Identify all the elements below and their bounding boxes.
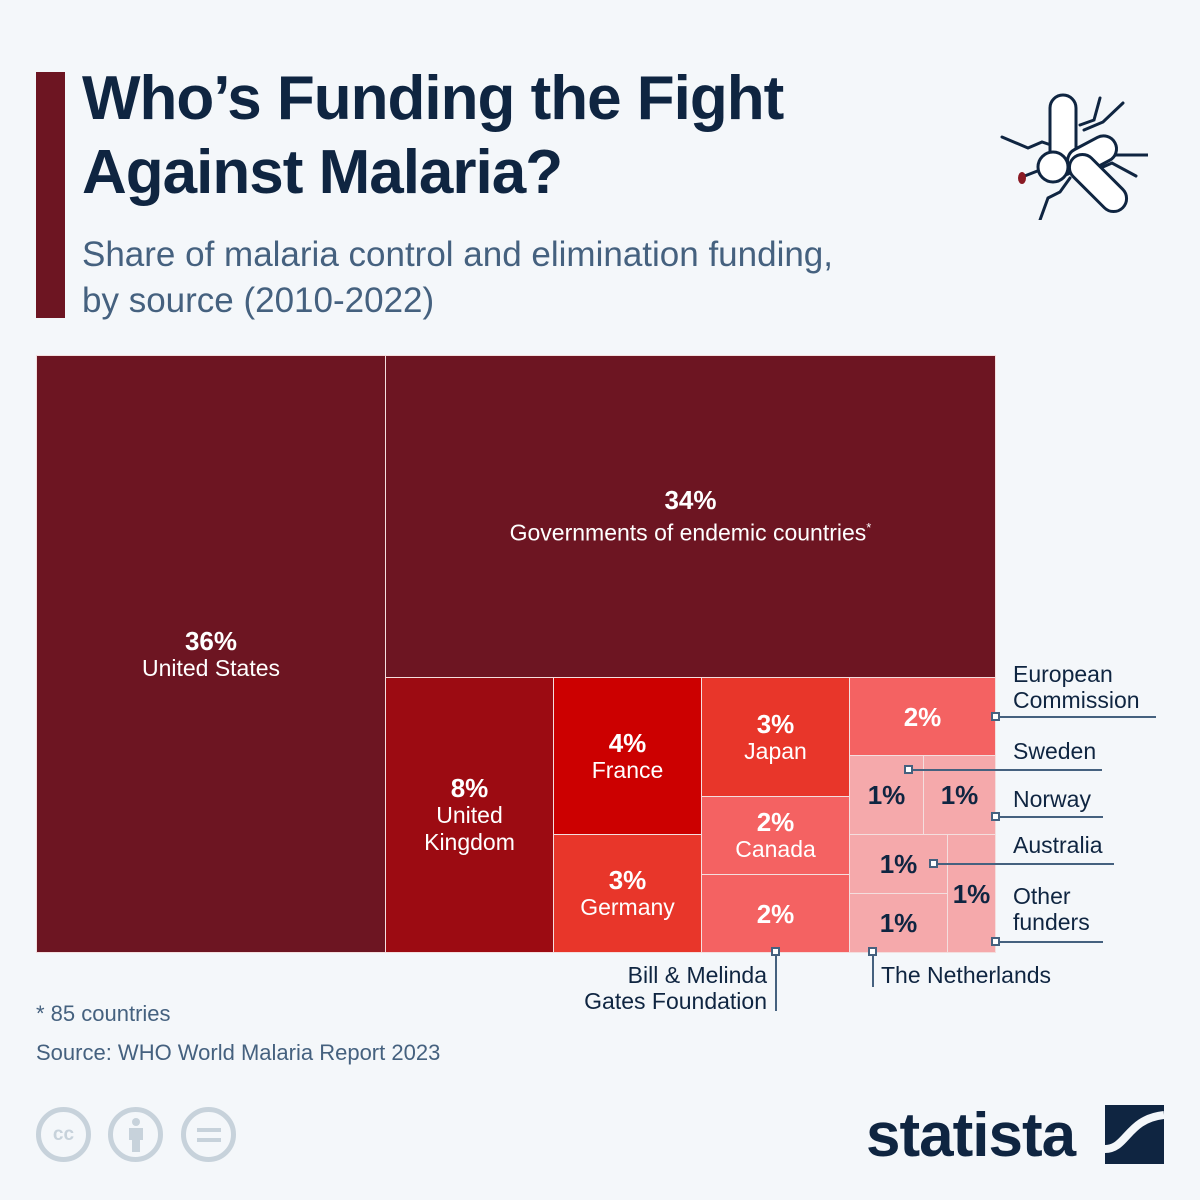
leader-line xyxy=(775,951,777,1011)
cell-value: 3% xyxy=(756,708,795,739)
statista-logo-mark xyxy=(1105,1105,1164,1164)
title-line-2: Against Malaria? xyxy=(82,138,563,207)
cell-germany: 3% Germany xyxy=(553,834,702,953)
cell-label: Governments of endemic countries* xyxy=(510,514,872,547)
treemap: 36% United States 34% Governments of end… xyxy=(36,355,996,953)
cell-australia: 1% xyxy=(849,834,948,894)
cell-gates-foundation: 2% xyxy=(701,874,850,953)
statista-logo[interactable]: statista xyxy=(866,1101,1076,1170)
cell-united-kingdom: 8% United Kingdom xyxy=(385,677,554,953)
callout-australia: Australia xyxy=(1013,832,1103,858)
callout-other-funders: Other funders xyxy=(1013,883,1090,935)
cell-france: 4% France xyxy=(553,677,702,835)
cell-value: 8% xyxy=(450,773,489,803)
cell-united-states: 36% United States xyxy=(36,355,386,953)
footnote: * 85 countries xyxy=(36,1001,171,1026)
cell-value: 1% xyxy=(940,780,979,810)
cell-other-funders: 1% xyxy=(947,834,996,953)
cell-european-commission: 2% xyxy=(849,677,996,756)
subtitle-line-2: by source (2010-2022) xyxy=(82,281,435,320)
footnote-mark: * xyxy=(866,520,872,536)
callout-european-commission: European Commission xyxy=(1013,661,1140,713)
leader-dot xyxy=(904,765,913,774)
accent-bar xyxy=(36,72,65,318)
cell-label: Germany xyxy=(580,894,675,920)
cc-text: cc xyxy=(52,1123,75,1145)
cc-icon: cc xyxy=(36,1107,91,1162)
cell-value: 36% xyxy=(184,625,238,656)
cell-canada: 2% Canada xyxy=(701,796,850,875)
equals-glyph xyxy=(196,1127,221,1142)
cell-label: Japan xyxy=(744,737,807,764)
leader-line xyxy=(872,951,874,987)
leader-line xyxy=(996,716,1156,718)
cell-value: 1% xyxy=(879,849,918,879)
callout-text: Bill & Melinda xyxy=(627,962,767,988)
leader-dot xyxy=(991,812,1000,821)
cell-label: Kingdom xyxy=(424,829,515,855)
leader-dot xyxy=(991,937,1000,946)
person-glyph xyxy=(128,1117,143,1152)
cell-value: 1% xyxy=(879,908,918,938)
leader-dot xyxy=(771,947,780,956)
callout-text: European xyxy=(1013,661,1113,687)
callout-netherlands: The Netherlands xyxy=(881,962,1052,988)
cell-label: Canada xyxy=(735,836,816,862)
subtitle-line-1: Share of malaria control and elimination… xyxy=(82,235,833,274)
cell-value: 1% xyxy=(867,780,906,810)
callout-text: funders xyxy=(1013,909,1090,935)
callout-text: Gates Foundation xyxy=(584,988,767,1014)
title-line-1: Who’s Funding the Fight xyxy=(82,64,784,133)
cell-norway: 1% xyxy=(923,755,996,835)
leader-line xyxy=(909,769,1102,771)
no-derivatives-icon xyxy=(181,1107,236,1162)
callout-gates-foundation: Bill & Melinda Gates Foundation xyxy=(562,962,767,1014)
cell-label: United xyxy=(436,802,503,828)
leader-dot xyxy=(929,859,938,868)
callout-sweden: Sweden xyxy=(1013,738,1097,764)
page-title: Who’s Funding the Fight Against Malaria? xyxy=(82,62,784,210)
cell-value: 4% xyxy=(608,727,647,758)
callout-norway: Norway xyxy=(1013,786,1091,812)
mosquito-icon xyxy=(1000,93,1148,220)
callout-text: Commission xyxy=(1013,687,1140,713)
subtitle: Share of malaria control and elimination… xyxy=(82,232,833,324)
leader-dot xyxy=(868,947,877,956)
cell-label-text: Governments of endemic countries xyxy=(509,519,867,546)
cell-value: 2% xyxy=(756,807,795,837)
cell-japan: 3% Japan xyxy=(701,677,850,797)
attribution-icon xyxy=(108,1107,163,1162)
cell-value: 2% xyxy=(903,701,942,732)
leader-line xyxy=(996,816,1103,818)
cell-governments-endemic: 34% Governments of endemic countries* xyxy=(385,355,996,678)
cell-value: 34% xyxy=(664,485,717,516)
cell-value: 1% xyxy=(952,878,991,909)
source-note: Source: WHO World Malaria Report 2023 xyxy=(36,1040,441,1065)
callout-text: Other xyxy=(1013,883,1071,909)
leader-line xyxy=(934,863,1114,865)
cell-value: 3% xyxy=(608,865,647,895)
cell-label: France xyxy=(591,756,664,783)
leader-line xyxy=(996,941,1103,943)
cell-value: 2% xyxy=(756,898,795,929)
leader-dot xyxy=(991,712,1000,721)
cell-netherlands: 1% xyxy=(849,893,948,953)
cell-label: United States xyxy=(141,654,281,681)
